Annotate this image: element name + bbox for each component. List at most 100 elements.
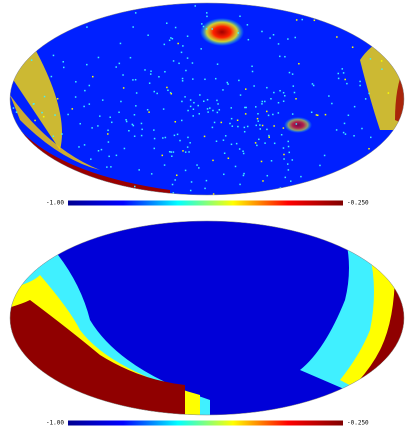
speckle [18,177,20,180]
speckle [125,188,128,191]
speckle [67,113,69,116]
speckle [239,94,242,96]
speckle [168,150,171,153]
speckle [311,83,314,85]
speckle [49,13,52,15]
speckle [196,164,198,166]
speckle [91,127,93,129]
speckle [164,136,167,139]
speckle [246,24,249,26]
speckle [171,37,174,40]
speckle [107,133,109,135]
speckle [205,179,208,182]
speckle [279,55,281,58]
speckle [127,194,130,195]
speckle [246,125,249,128]
speckle [212,159,214,162]
speckle [164,70,166,73]
speckle [380,60,383,62]
speckle [108,155,110,158]
speckle [172,192,175,194]
speckle [107,141,110,143]
speckle [287,169,290,171]
speckle [176,133,179,136]
speckle [83,144,86,146]
speckle [174,26,177,29]
speckle [171,155,173,157]
speckle [336,36,338,38]
speckle [261,124,264,127]
speckle [325,185,327,187]
speckle [200,48,202,50]
speckle [216,63,219,65]
speckle [185,69,187,72]
speckle [88,84,91,87]
speckle [134,78,137,81]
speckle [13,153,16,156]
speckle [186,57,189,59]
speckle [272,113,274,116]
speckle [302,182,305,185]
speckle [234,165,237,168]
speckle [150,70,152,72]
speckle [88,103,91,105]
speckle [153,137,156,140]
speckle [62,66,65,69]
speckle [396,47,398,49]
speckle [238,79,240,82]
speckle [84,89,86,92]
speckle [138,169,140,171]
speckle [198,113,201,115]
speckle [168,39,171,42]
speckle [147,34,149,36]
speckle [170,37,172,39]
speckle [359,80,361,83]
speckle [284,95,286,97]
speckle [287,140,289,143]
speckle [239,15,241,18]
speckle [230,143,233,146]
speckle [204,78,206,81]
speckle [291,159,294,161]
speckle [282,127,285,129]
speckle [353,105,356,108]
speckle [15,151,18,153]
speckle [243,126,246,129]
speckle [397,140,400,142]
speckle [100,148,103,151]
speckle [237,125,239,128]
speckle [134,12,137,14]
speckle [74,96,77,98]
speckle [279,89,281,92]
speckle [174,179,176,181]
speckle [118,62,121,65]
speckle [255,124,258,127]
speckle [209,107,211,109]
speckle [403,145,404,148]
speckle [244,88,247,90]
speckle [197,104,199,107]
speckle [266,174,269,177]
speckle [388,15,390,18]
speckle [204,187,206,190]
speckle [132,26,134,28]
speckle [259,124,261,126]
speckle [216,99,218,102]
speckle [224,135,227,137]
speckle [300,175,302,178]
speckle [387,18,390,21]
speckle [288,71,291,74]
speckle [269,37,271,39]
speckle [187,136,189,139]
speckle [198,167,200,169]
speckle [163,43,166,46]
speckle [135,105,137,107]
speckle [141,128,143,131]
speckle [344,133,347,135]
speckle [213,121,216,124]
speckle [205,28,208,30]
speckle [144,69,146,71]
speckle [109,116,111,119]
speckle [256,117,259,120]
speckle [264,100,266,103]
